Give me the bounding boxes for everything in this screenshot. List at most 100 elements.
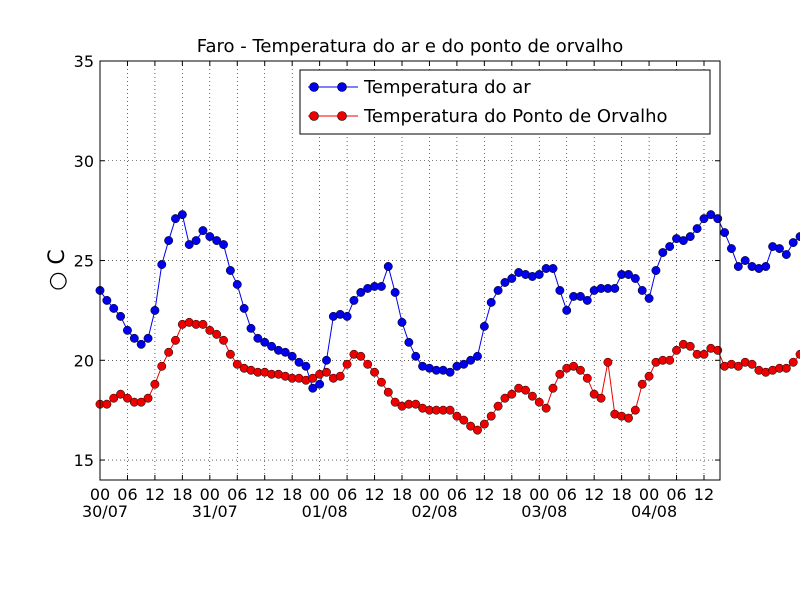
data-point: [370, 367, 379, 377]
data-point: [637, 286, 647, 295]
data-point: [109, 393, 119, 403]
data-point: [582, 373, 592, 383]
data-point: [397, 317, 407, 327]
data-point: [109, 303, 119, 313]
data-point: [232, 359, 242, 369]
data-point: [665, 242, 675, 252]
data-point: [376, 282, 386, 291]
data-point: [376, 377, 386, 387]
x-tick-label: 00: [200, 485, 220, 504]
data-point: [225, 349, 235, 359]
data-point: [555, 369, 565, 379]
data-point: [445, 405, 455, 415]
axes: 00 06 12 18 00 06 12 18 00 06 12 18 00 06 12 18 00 06 12 18…: [74, 52, 720, 521]
y-tick-label: 30: [74, 152, 94, 171]
data-point: [239, 303, 249, 313]
data-point: [342, 359, 352, 369]
data-point: [383, 262, 393, 271]
legend-label-air: Temperatura do ar: [363, 77, 531, 98]
data-point: [225, 266, 235, 275]
data-point: [562, 305, 572, 315]
data-point: [164, 236, 174, 246]
data-point: [267, 341, 277, 351]
x-tick-label: 18: [502, 485, 522, 504]
data-point: [678, 236, 688, 246]
data-point: [493, 286, 503, 295]
data-point: [280, 347, 290, 357]
data-point: [143, 393, 153, 403]
data-point: [685, 232, 695, 242]
data-point: [575, 365, 585, 375]
data-point: [569, 361, 579, 371]
data-point: [129, 333, 139, 343]
data-point: [521, 385, 530, 395]
x-tick-label: 18: [172, 485, 192, 504]
data-point: [596, 393, 606, 403]
chart-title: Faro - Temperatura do ar e do ponto de o…: [197, 36, 623, 57]
data-point: [555, 286, 565, 295]
legend-marker-dewpoint: [309, 111, 319, 121]
data-point: [157, 361, 167, 371]
data-point: [479, 419, 489, 429]
data-point: [136, 339, 146, 349]
data-point: [795, 349, 800, 359]
data-point: [171, 214, 180, 224]
x-tick-label: 12: [584, 485, 604, 504]
data-point: [706, 210, 716, 220]
data-point: [123, 325, 132, 335]
data-point: [486, 297, 496, 307]
data-point: [685, 341, 695, 351]
data-point: [390, 397, 400, 407]
data-point: [624, 413, 633, 423]
data-point: [143, 333, 153, 343]
data-point: [740, 256, 750, 265]
y-tick-label: 20: [74, 351, 94, 370]
data-point: [390, 287, 400, 297]
data-point: [507, 389, 517, 399]
data-point: [411, 399, 421, 409]
data-point: [493, 401, 503, 411]
data-point: [699, 214, 709, 224]
data-point: [308, 373, 318, 383]
data-point: [411, 351, 421, 361]
legend-label-dewpoint: Temperatura do Ponto de Orvalho: [363, 106, 668, 127]
data-point: [315, 379, 325, 389]
data-point: [479, 321, 489, 331]
data-point: [445, 367, 455, 377]
data-point: [788, 357, 798, 367]
data-point: [184, 240, 194, 250]
data-point: [219, 240, 228, 250]
x-date-label: 04/08: [631, 502, 677, 521]
data-point: [795, 232, 800, 242]
x-tick-label: 06: [557, 485, 577, 504]
x-date-label: 30/07: [82, 502, 128, 521]
x-tick-label: 12: [364, 485, 384, 504]
x-tick-label: 06: [447, 485, 467, 504]
x-tick-label: 12: [694, 485, 714, 504]
data-point: [500, 278, 510, 287]
data-point: [342, 311, 352, 321]
data-point: [603, 357, 613, 367]
x-tick-label: 06: [337, 485, 357, 504]
data-point: [692, 224, 702, 234]
data-point: [102, 399, 112, 409]
data-point: [116, 389, 126, 399]
data-point: [720, 228, 730, 238]
data-point: [232, 280, 242, 289]
data-point: [452, 411, 462, 421]
data-point: [473, 351, 482, 361]
data-point: [788, 238, 798, 248]
x-date-label: 01/08: [302, 502, 348, 521]
data-point: [761, 262, 771, 271]
data-point: [651, 266, 661, 275]
x-tick-label: 12: [255, 485, 275, 504]
data-point: [322, 355, 331, 365]
data-point: [624, 270, 633, 279]
data-point: [644, 371, 654, 381]
data-point: [123, 393, 132, 403]
data-point: [630, 405, 640, 415]
x-date-label: 31/07: [192, 502, 238, 521]
data-point: [246, 323, 256, 333]
legend: Temperatura do ar Temperatura do Ponto d…: [299, 69, 711, 135]
